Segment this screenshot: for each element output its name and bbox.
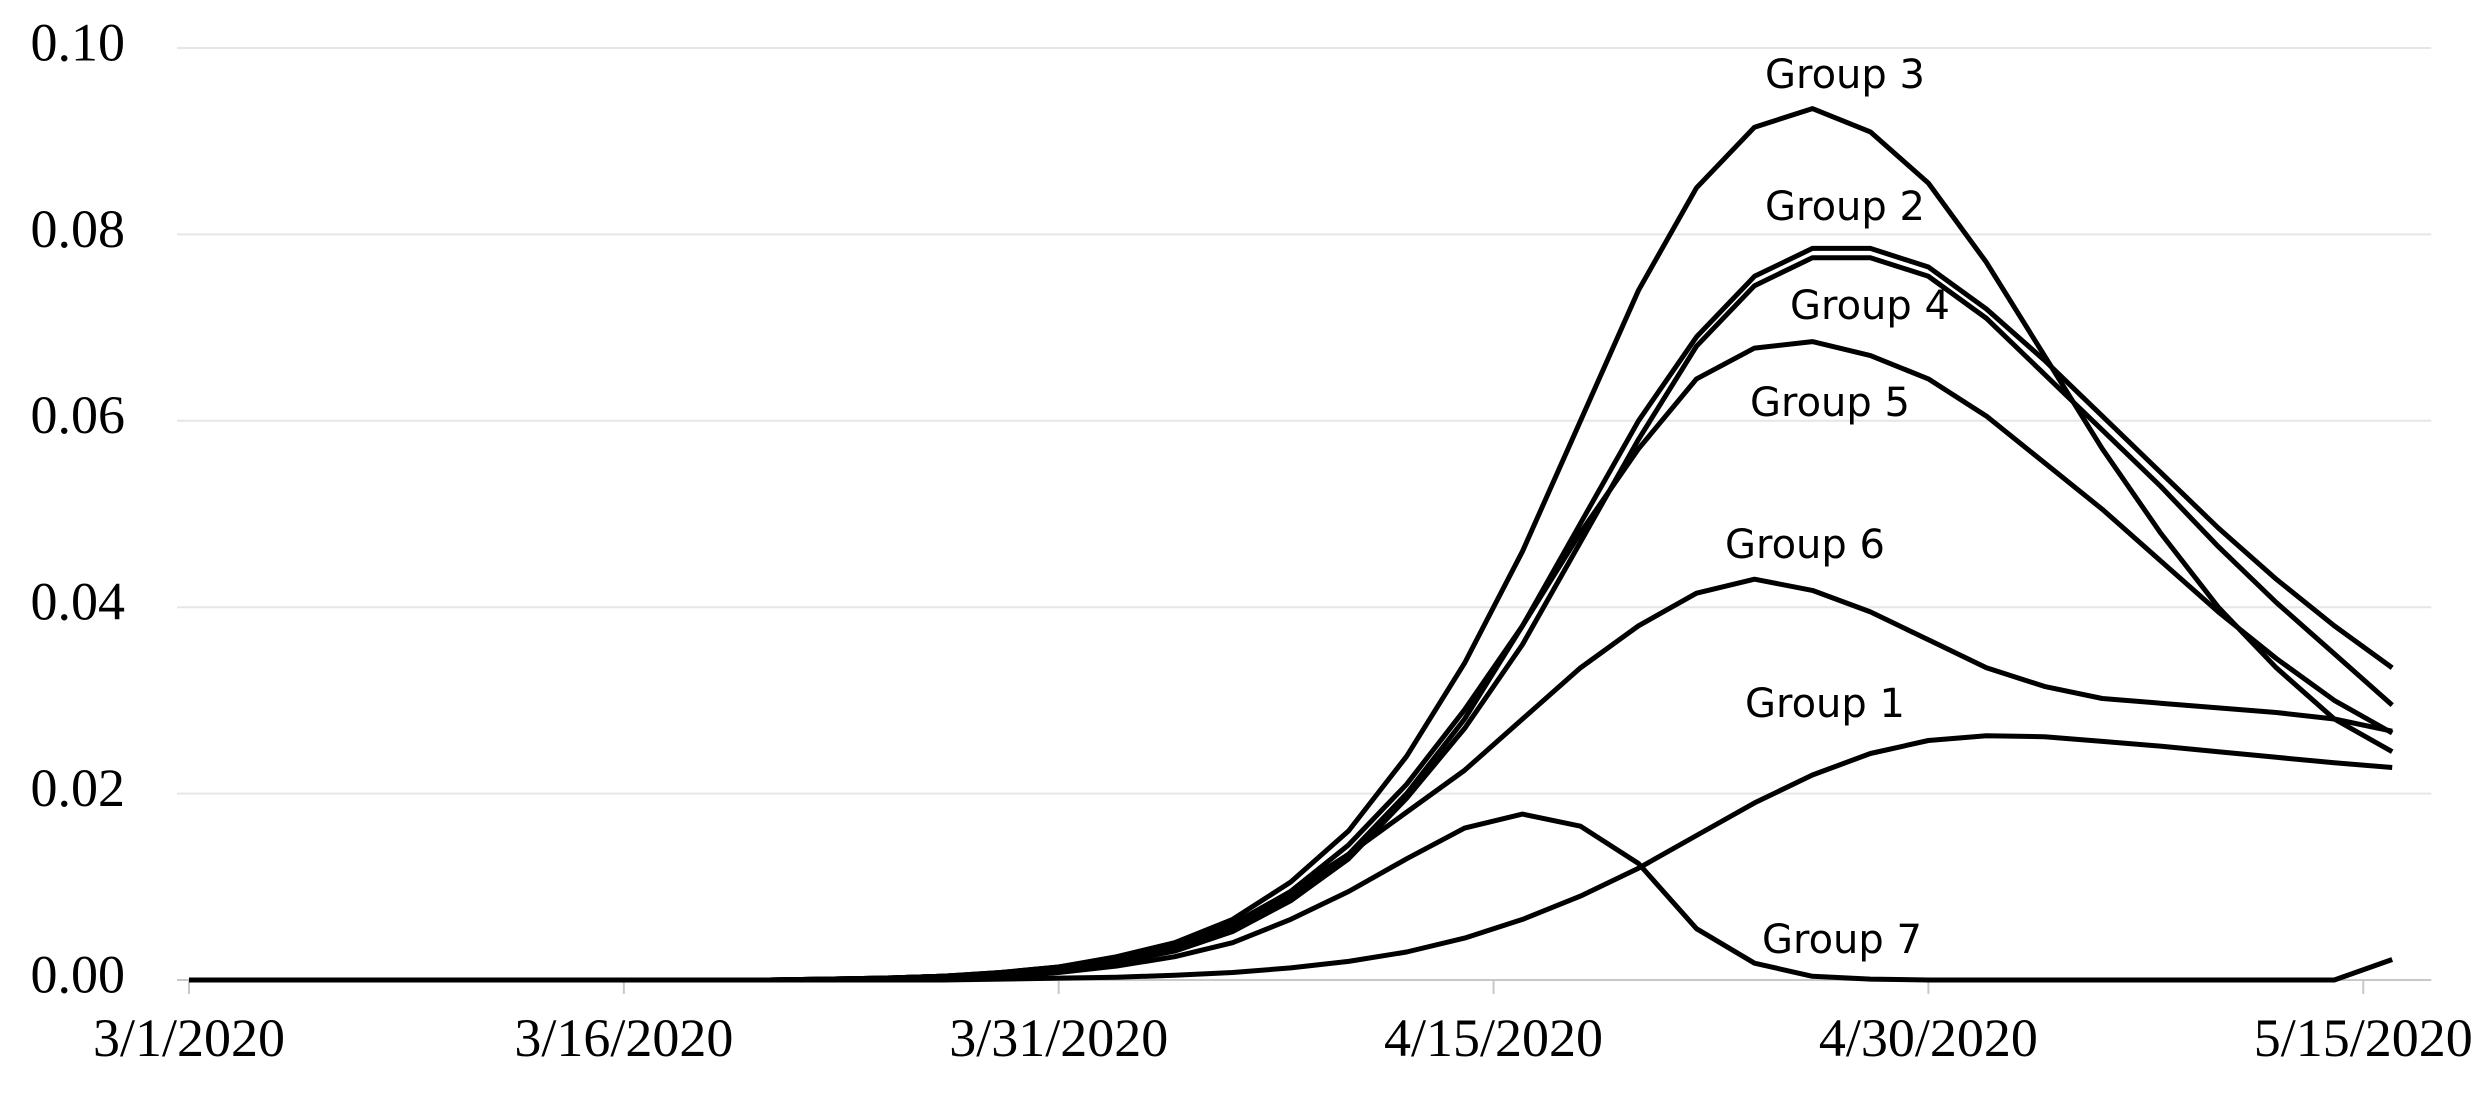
series-line [189,733,2393,983]
series-label: Group 2 [1765,184,1925,230]
y-tick-label: 0.06 [31,385,126,445]
series-label: Group 5 [1750,380,1910,426]
y-tick-label: 0.04 [31,572,126,632]
x-tick-label: 4/30/2020 [1819,1008,2038,1068]
series-label: Group 6 [1725,522,1885,568]
series-line [189,245,2394,983]
x-tick-label: 3/31/2020 [949,1008,1168,1068]
x-tick-label: 3/1/2020 [93,1008,285,1068]
x-tick-label: 4/15/2020 [1384,1008,1603,1068]
x-tick-label: 5/15/2020 [2254,1008,2473,1068]
series-line [189,811,2394,983]
series-label: Group 3 [1765,52,1925,98]
x-tick-label: 3/16/2020 [514,1008,733,1068]
series-label: Group 4 [1790,283,1950,329]
series-label: Group 1 [1745,681,1905,727]
series-label: Group 7 [1762,917,1922,963]
y-tick-label: 0.00 [31,944,126,1004]
y-tick-label: 0.02 [31,758,126,818]
y-tick-label: 0.08 [31,199,126,259]
series-line [189,255,2394,983]
series-line [189,106,2394,983]
y-tick-label: 0.10 [31,12,126,72]
